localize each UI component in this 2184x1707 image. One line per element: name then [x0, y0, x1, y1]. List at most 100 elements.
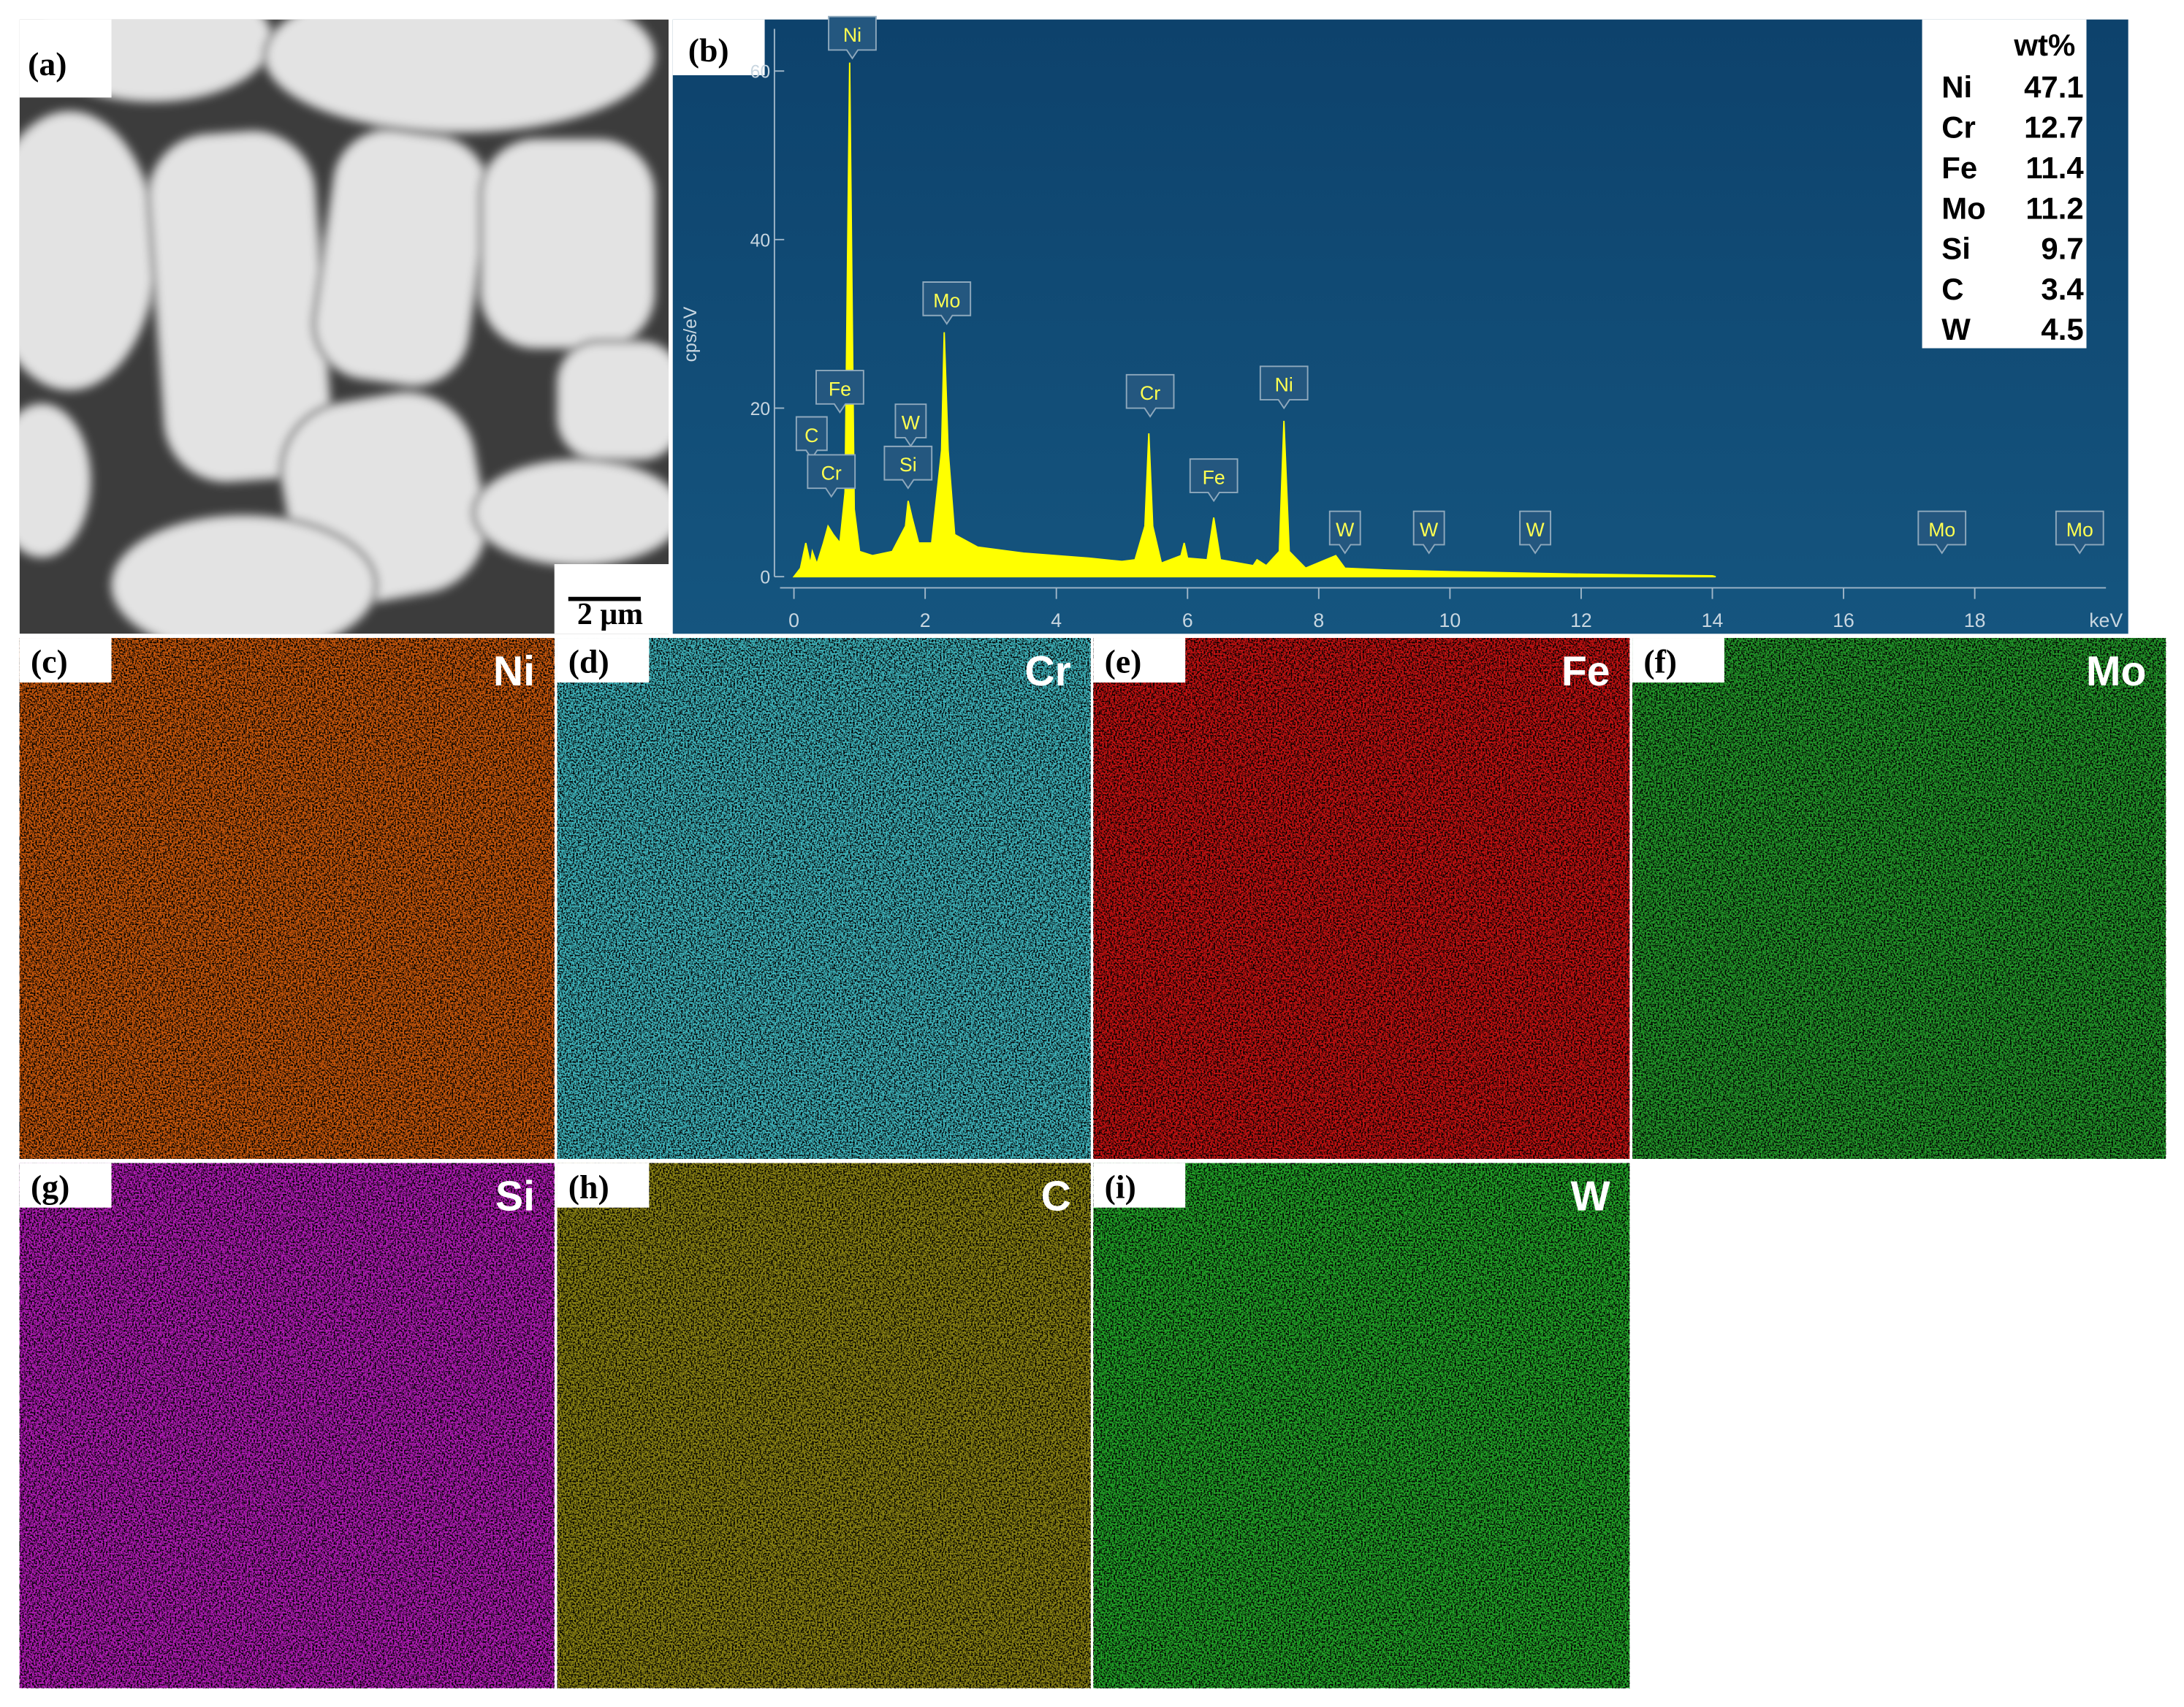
label-box — [1093, 1163, 1186, 1208]
peak-label: Si — [899, 454, 917, 476]
peak-callout — [2055, 510, 2104, 555]
x-axis-label: keV — [2089, 609, 2123, 631]
peak-label: C — [804, 425, 818, 446]
panel-label: (f) — [1643, 643, 1677, 680]
peak-label: Mo — [2066, 519, 2093, 541]
element-label: Mo — [2086, 648, 2147, 695]
composition-table: wt% Ni 47.1 Cr 12.7 Fe 11.4 Mo 11.2 Si 9.7 C 3.4 W 4.5 — [1941, 28, 2084, 346]
x-tick-label: 18 — [1964, 609, 1986, 631]
peak-label: Cr — [821, 463, 842, 484]
x-tick-label: 2 — [920, 609, 931, 631]
peak-label: W — [1526, 519, 1545, 541]
map-noise — [1093, 1163, 1630, 1689]
table-value: 11.4 — [2025, 151, 2084, 185]
y-tick-label: 0 — [760, 569, 770, 588]
peak-label: W — [902, 412, 921, 434]
table-value: 12.7 — [2024, 110, 2084, 145]
map-noise — [1093, 638, 1630, 1159]
peak-label: W — [1420, 519, 1439, 541]
label-box — [1093, 638, 1186, 683]
x-tick-label: 6 — [1182, 609, 1193, 631]
peak-callout — [922, 281, 972, 325]
panel-label: (b) — [688, 31, 729, 69]
x-tick-label: 8 — [1313, 609, 1324, 631]
table-value: 4.5 — [2041, 312, 2083, 346]
scale-bar: 2 μm — [577, 598, 643, 631]
peak-label: Cr — [1140, 382, 1160, 404]
peak-callout — [1259, 365, 1309, 410]
panel-label: (d) — [568, 643, 609, 680]
map-noise — [1632, 638, 2166, 1159]
y-tick-label: 20 — [750, 400, 771, 419]
element-maps: (c) Ni (d) Cr (e) Fe (f) Mo (g) Si (h) C (i) W — [19, 638, 2166, 1689]
table-element: Cr — [1941, 110, 1976, 145]
x-tick-label: 12 — [1570, 609, 1592, 631]
peak-label: W — [1336, 519, 1355, 541]
element-label: Si — [495, 1173, 535, 1220]
table-element: Ni — [1941, 69, 1972, 104]
spectrum-background — [672, 19, 2128, 634]
sem-image — [19, 19, 669, 634]
panel-label: (a) — [28, 45, 66, 83]
map-noise — [557, 638, 1091, 1159]
label-box — [557, 638, 650, 683]
label-box — [19, 1163, 112, 1208]
map-noise — [19, 1163, 555, 1689]
peak-label: Mo — [1928, 519, 1955, 541]
peak-callout — [1917, 510, 1967, 555]
peak-label: Ni — [1275, 374, 1293, 396]
peak-callout — [883, 445, 933, 490]
y-tick-label: 40 — [750, 231, 771, 251]
peak-callout — [828, 15, 877, 60]
table-element: Si — [1941, 232, 1971, 266]
label-box — [557, 1163, 650, 1208]
y-axis-label: cps/eV — [681, 306, 701, 362]
x-tick-label: 14 — [1702, 609, 1724, 631]
element-label: C — [1041, 1173, 1071, 1220]
element-label: W — [1571, 1173, 1610, 1220]
peak-callout — [815, 370, 864, 414]
table-element: Fe — [1941, 151, 1977, 185]
spectrum-area — [792, 62, 1716, 578]
peak-callout — [1328, 510, 1361, 555]
peak-callout — [1412, 510, 1445, 555]
panel-label: (c) — [31, 643, 68, 680]
table-element: W — [1941, 312, 1971, 346]
table-value: 47.1 — [2024, 69, 2084, 104]
label-box — [19, 19, 112, 98]
panel-label: (g) — [31, 1168, 69, 1205]
y-tick-label: 60 — [750, 63, 771, 83]
table-header: wt% — [2013, 28, 2075, 62]
peak-callout — [894, 403, 927, 448]
table-value: 9.7 — [2041, 232, 2083, 266]
label-box — [672, 19, 765, 75]
map-noise — [19, 638, 555, 1159]
element-label: Cr — [1024, 648, 1071, 695]
label-box — [19, 638, 112, 683]
peak-callout — [1519, 510, 1552, 555]
x-tick-label: 16 — [1833, 609, 1854, 631]
peak-callout — [1125, 373, 1175, 418]
map-noise — [557, 1163, 1091, 1689]
peak-label: Fe — [829, 378, 851, 400]
peak-callout — [1189, 458, 1239, 503]
table-value: 11.2 — [2025, 191, 2083, 225]
table-element: Mo — [1941, 191, 1986, 225]
x-tick-label: 0 — [788, 609, 799, 631]
label-box — [1632, 638, 1724, 683]
panel-label: (h) — [568, 1168, 609, 1205]
element-label: Ni — [493, 648, 535, 695]
table-value: 3.4 — [2041, 272, 2084, 306]
peak-label: Fe — [1203, 466, 1225, 488]
peak-label: Ni — [843, 24, 861, 46]
panel-label: (e) — [1105, 643, 1142, 680]
panel-label: (i) — [1105, 1168, 1136, 1205]
x-tick-label: 4 — [1051, 609, 1062, 631]
peak-callout — [807, 454, 856, 498]
element-label: Fe — [1561, 648, 1610, 695]
peak-label: Mo — [933, 289, 960, 311]
